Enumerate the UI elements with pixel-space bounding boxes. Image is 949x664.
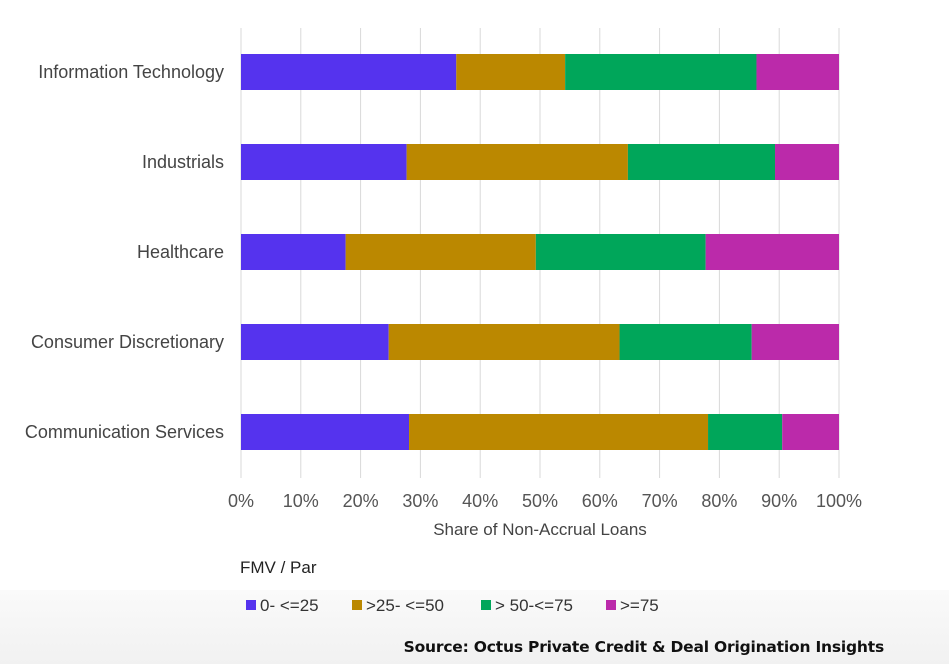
category-labels: Information Technology Industrials Healthc… <box>25 62 224 442</box>
legend-swatch <box>606 600 616 610</box>
legend-label: > 50-<=75 <box>495 596 573 615</box>
x-tick-label: 80% <box>701 491 737 511</box>
bar-segment <box>345 234 536 270</box>
bar-segment <box>406 144 628 180</box>
x-tick-label: 100% <box>816 491 862 511</box>
bar-segment <box>619 324 752 360</box>
bar-segment <box>241 54 457 90</box>
category-label: Industrials <box>142 152 224 172</box>
bar-segment <box>241 414 410 450</box>
bar-segment <box>705 234 839 270</box>
x-tick-label: 40% <box>462 491 498 511</box>
x-tick-labels: 0% 10% 20% 30% 40% 50% 60% 70% 80% 90% 100% <box>228 491 862 511</box>
x-tick-label: 20% <box>343 491 379 511</box>
x-tick-label: 60% <box>582 491 618 511</box>
legend-label: >=75 <box>620 596 659 615</box>
bar-segment <box>456 54 566 90</box>
source-note: Source: Octus Private Credit & Deal Orig… <box>403 638 885 656</box>
bar-segment <box>708 414 783 450</box>
x-tick-label: 70% <box>642 491 678 511</box>
stacked-bar-chart: Information Technology Industrials Healthc… <box>25 28 862 615</box>
x-tick-label: 0% <box>228 491 254 511</box>
bar-segment <box>627 144 776 180</box>
bar-segment <box>782 414 839 450</box>
legend-swatch <box>246 600 256 610</box>
x-tick-label: 90% <box>761 491 797 511</box>
bar-segment <box>409 414 709 450</box>
legend: 0- <=25 >25- <=50 > 50-<=75 >=75 <box>246 596 659 615</box>
bar-segment <box>756 54 839 90</box>
x-axis-title: Share of Non-Accrual Loans <box>433 520 647 539</box>
legend-label: >25- <=50 <box>366 596 444 615</box>
category-label: Healthcare <box>137 242 224 262</box>
bar-segment <box>535 234 706 270</box>
legend-swatch <box>352 600 362 610</box>
x-tick-label: 10% <box>283 491 319 511</box>
bar-segment <box>241 234 346 270</box>
x-tick-label: 30% <box>402 491 438 511</box>
bar-segment <box>388 324 620 360</box>
footer-band <box>0 590 949 664</box>
bar-segment <box>565 54 757 90</box>
x-tick-label: 50% <box>522 491 558 511</box>
category-label: Information Technology <box>38 62 224 82</box>
bars <box>241 54 839 450</box>
legend-swatch <box>481 600 491 610</box>
category-label: Communication Services <box>25 422 224 442</box>
bar-segment <box>775 144 839 180</box>
bar-segment <box>241 144 407 180</box>
category-label: Consumer Discretionary <box>31 332 224 352</box>
bar-segment <box>751 324 839 360</box>
legend-label: 0- <=25 <box>260 596 319 615</box>
legend-title: FMV / Par <box>240 558 317 577</box>
bar-segment <box>241 324 389 360</box>
